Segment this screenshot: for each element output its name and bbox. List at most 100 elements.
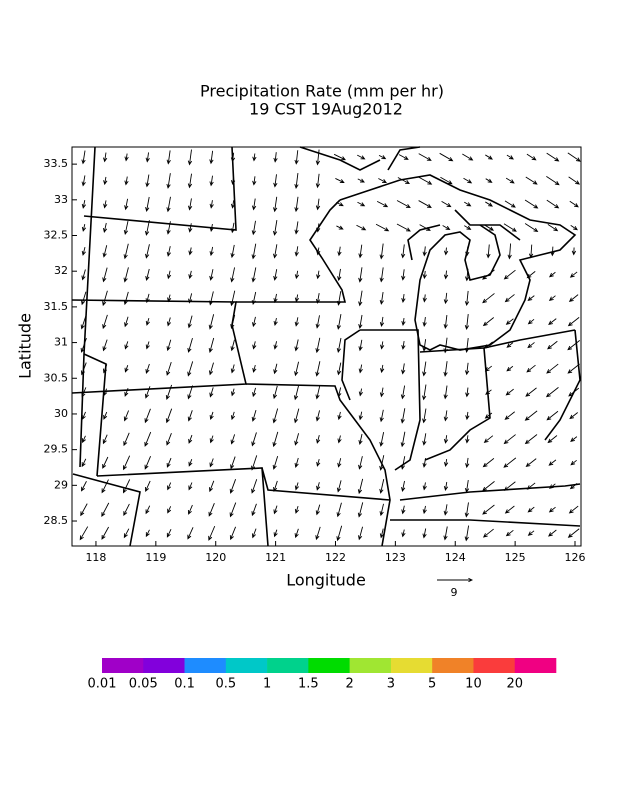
wind-vector [443, 314, 448, 329]
wind-vector [506, 154, 514, 160]
wind-vector [485, 178, 493, 183]
wind-vector [166, 361, 172, 376]
wind-vector [273, 293, 278, 304]
wind-vector [145, 152, 150, 163]
wind-vector [569, 483, 578, 490]
wind-vector [144, 456, 151, 470]
wind-vector [81, 411, 86, 420]
wind-vector [294, 361, 300, 377]
x-tick-label: 123 [385, 551, 406, 564]
wind-vector [315, 315, 320, 329]
wind-vector [422, 482, 427, 491]
wind-vector [102, 339, 108, 352]
wind-vector [358, 433, 363, 445]
wind-vector [482, 504, 495, 515]
wind-vector [567, 316, 580, 327]
wind-vector [567, 528, 580, 538]
wind-vector [230, 222, 235, 234]
wind-vector [294, 457, 299, 468]
wind-vector [439, 152, 454, 162]
wind-vector [165, 384, 173, 401]
wind-vector [103, 200, 108, 209]
wind-vector [379, 316, 385, 328]
wind-vector [568, 176, 581, 185]
wind-vector [230, 290, 236, 307]
wind-vector [336, 225, 344, 230]
wind-vector [251, 455, 258, 471]
wind-vector [442, 225, 451, 230]
wind-vector [401, 480, 406, 493]
colorbar-label: 20 [506, 677, 523, 692]
y-tick-label: 31 [54, 336, 68, 349]
y-tick-label: 30.5 [44, 371, 69, 384]
wind-vector [443, 247, 449, 256]
wind-vector [166, 457, 172, 468]
colorbar-swatch [143, 658, 185, 673]
wind-vector [273, 480, 278, 493]
wind-vector [440, 176, 453, 185]
wind-vector [166, 528, 172, 538]
wind-vector [188, 482, 193, 491]
wind-vector [356, 224, 367, 231]
wind-vector [294, 221, 299, 235]
wind-vector [166, 150, 171, 165]
wind-vector [336, 337, 342, 354]
wind-vector [464, 201, 472, 207]
wind-vector [398, 154, 409, 160]
wind-vector [294, 270, 300, 280]
wind-vector [209, 387, 214, 398]
wind-vector [102, 456, 109, 469]
colorbar-label: 0.1 [174, 677, 195, 692]
wind-vector [505, 388, 514, 396]
wind-vector [570, 224, 578, 231]
wind-vector [102, 314, 108, 330]
wind-vector [568, 505, 579, 514]
wind-vector [485, 389, 492, 395]
wind-vector [103, 152, 108, 163]
wind-vector [252, 176, 257, 186]
wind-vector [443, 435, 449, 444]
wind-vector [503, 457, 517, 468]
wind-vector [504, 294, 515, 303]
x-tick-label: 120 [205, 551, 226, 564]
wind-vector [316, 482, 321, 491]
wind-vector [81, 200, 86, 209]
wind-vector [81, 175, 86, 187]
wind-vector [294, 505, 299, 514]
wind-vector [547, 340, 558, 350]
wind-vector [336, 314, 342, 330]
wind-vector [208, 525, 216, 541]
wind-vector [379, 267, 384, 283]
wind-vector [144, 386, 151, 399]
wind-vector [294, 150, 299, 165]
wind-vector [380, 364, 385, 374]
wind-vector [546, 175, 560, 186]
plot-frame [71, 146, 582, 547]
wind-vector [251, 243, 257, 260]
wind-vector [482, 528, 494, 538]
wind-vector [464, 290, 470, 307]
wind-vector [422, 384, 427, 401]
wind-vector [252, 341, 257, 350]
wind-vector [230, 152, 236, 163]
wind-vector [103, 411, 108, 420]
wind-vector [375, 223, 390, 232]
wind-vector [124, 365, 129, 373]
wind-vector [102, 245, 108, 258]
wind-vector [358, 339, 363, 352]
wind-vector [145, 196, 150, 213]
wind-vector [336, 525, 343, 542]
colorbar-swatch [225, 658, 268, 673]
wind-vector [145, 293, 150, 304]
wind-vector [209, 223, 214, 232]
wind-vector [272, 431, 279, 448]
wind-vector [187, 504, 193, 515]
wind-vector [401, 293, 406, 303]
wind-vector [272, 408, 279, 424]
wind-vector [145, 341, 150, 350]
wind-vector [396, 223, 411, 232]
colorbar-swatch [349, 658, 392, 673]
colorbar-label: 1.5 [298, 677, 319, 692]
colorbar-swatch [102, 658, 144, 673]
wind-vector [569, 200, 579, 208]
